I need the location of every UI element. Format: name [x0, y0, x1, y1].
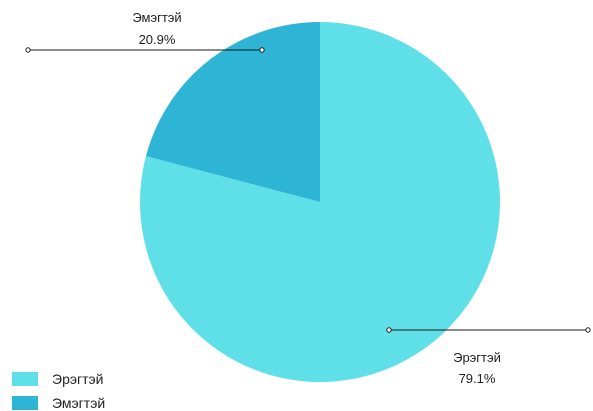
slice-value-label-2: 20.9%	[139, 32, 176, 47]
leader-dot-2-1	[260, 48, 264, 52]
slice-name-label-2: Эмэгтэй	[132, 10, 181, 25]
slice-name-label-1: Эрэгтэй	[453, 350, 501, 365]
leader-dot-1-1	[387, 328, 391, 332]
slice-value-label-1: 79.1%	[459, 371, 496, 386]
legend-label-2[interactable]: Эмэгтэй	[52, 395, 105, 411]
leader-dot-1-2	[586, 328, 590, 332]
legend-label-1[interactable]: Эрэгтэй	[52, 371, 103, 387]
legend-swatch-1[interactable]	[12, 372, 38, 386]
leader-dot-2-2	[26, 48, 30, 52]
legend-swatch-2[interactable]	[12, 396, 38, 410]
legend: Эрэгтэй Эмэгтэй	[12, 371, 105, 411]
pie-slices	[140, 22, 500, 382]
